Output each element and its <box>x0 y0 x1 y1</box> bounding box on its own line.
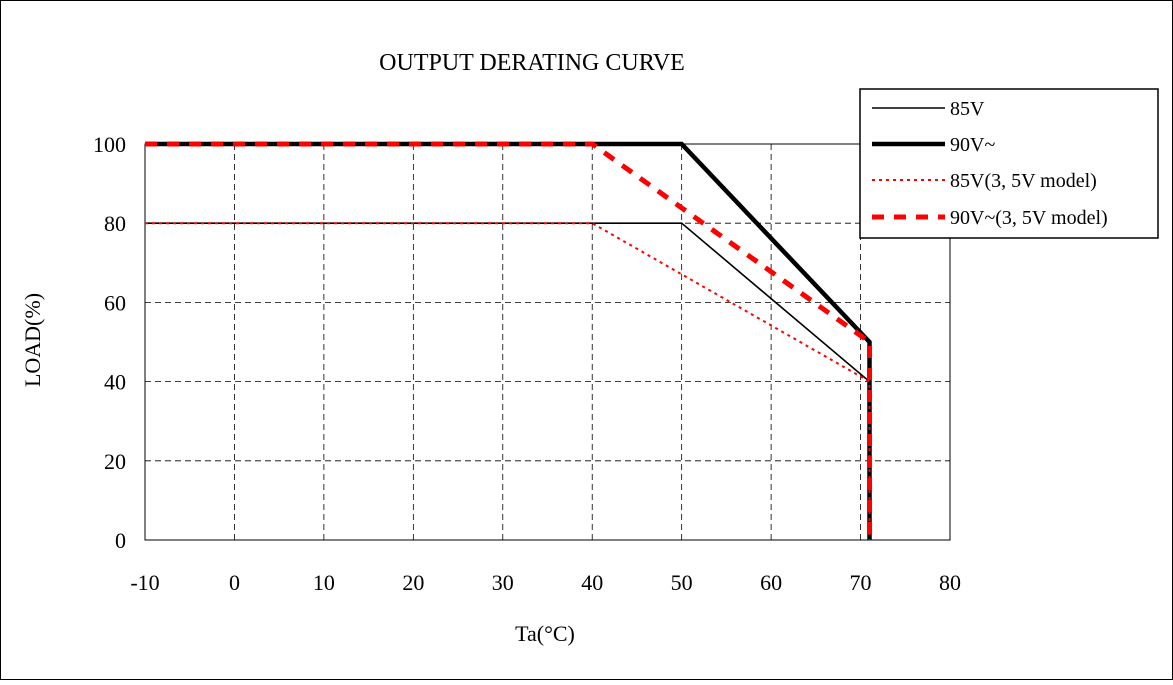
legend-label: 85V <box>950 98 985 120</box>
y-tick-label: 100 <box>93 132 126 157</box>
x-tick-label: 60 <box>760 570 782 595</box>
legend-label: 85V(3, 5V model) <box>950 170 1097 192</box>
y-tick-label: 60 <box>104 290 126 315</box>
legend: 85V 90V~ 85V(3, 5V model) 90V~(3, 5V model) <box>859 88 1159 239</box>
x-tick-label: 40 <box>581 570 603 595</box>
x-axis-label: Ta(°C) <box>515 621 575 646</box>
x-tick-label: -10 <box>130 570 159 595</box>
x-tick-labels: -10 0 10 20 30 40 50 60 70 80 <box>130 570 961 595</box>
y-tick-label: 20 <box>104 449 126 474</box>
series-lines <box>145 141 872 540</box>
legend-box <box>859 88 1159 239</box>
x-tick-label: 80 <box>939 570 961 595</box>
chart-title: OUTPUT DERATING CURVE <box>379 50 685 76</box>
x-tick-label: 30 <box>492 570 514 595</box>
x-tick-label: 0 <box>229 570 240 595</box>
x-tick-label: 50 <box>671 570 693 595</box>
x-tick-label: 20 <box>402 570 424 595</box>
x-tick-label: 10 <box>313 570 335 595</box>
y-axis-label: LOAD(%) <box>20 293 45 387</box>
legend-label: 90V~ <box>950 134 995 156</box>
x-tick-label: 70 <box>850 570 872 595</box>
legend-label: 90V~(3, 5V model) <box>950 207 1108 229</box>
y-tick-label: 0 <box>115 528 126 553</box>
y-tick-label: 80 <box>104 211 126 236</box>
y-tick-labels: 0 20 40 60 80 100 <box>93 132 126 553</box>
series-line-4 <box>145 141 872 540</box>
y-tick-label: 40 <box>104 370 126 395</box>
